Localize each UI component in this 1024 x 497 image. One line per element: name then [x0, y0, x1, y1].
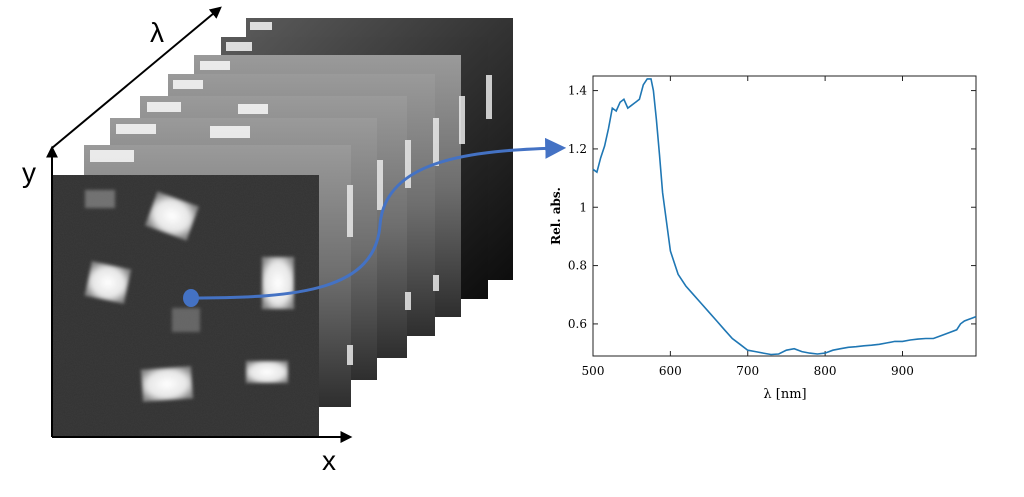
frame-edge-highlights [347, 75, 492, 365]
selected-pixel-marker [183, 289, 199, 307]
x-tick-label: 600 [659, 364, 682, 378]
axis-label-y: y [22, 157, 36, 188]
x-tick-label: 900 [891, 364, 914, 378]
plot-frame [592, 75, 977, 357]
spectrum-line [592, 78, 977, 356]
frame-top-highlights [90, 22, 272, 162]
particle-4 [140, 366, 194, 402]
particle-edge [85, 190, 115, 208]
spectrum-chart: 0.6 0.8 1 1.2 1.4 500 600 700 800 900 λ [nm] Rel… [549, 75, 977, 402]
particle-3 [262, 257, 294, 309]
particle-5 [246, 361, 288, 383]
y-axis-title: Rel. abs. [549, 187, 563, 245]
particle-faint [172, 308, 200, 332]
x-tick-label: 700 [736, 364, 759, 378]
particle-2 [84, 261, 132, 304]
axis-label-x: x [322, 445, 336, 476]
particle-1 [145, 191, 199, 241]
axis-label-lambda: λ [150, 17, 164, 48]
y-tick-label: 0.6 [568, 317, 587, 331]
lambda-axis-line [51, 6, 222, 149]
pixel-to-spectrum-arrow [191, 137, 567, 300]
x-axis-title: λ [nm] [763, 387, 806, 402]
y-tick-label: 0.8 [568, 259, 587, 273]
y-tick-label: 1.2 [568, 142, 587, 156]
x-tick-label: 500 [582, 364, 605, 378]
y-tick-label: 1.4 [568, 84, 587, 98]
cube-axes [46, 6, 353, 443]
x-ticks: 500 600 700 800 900 [582, 76, 914, 378]
front-spectral-image [52, 175, 319, 437]
x-tick-label: 800 [814, 364, 837, 378]
y-tick-label: 1 [579, 200, 587, 214]
y-ticks: 0.6 0.8 1 1.2 1.4 [568, 84, 976, 331]
